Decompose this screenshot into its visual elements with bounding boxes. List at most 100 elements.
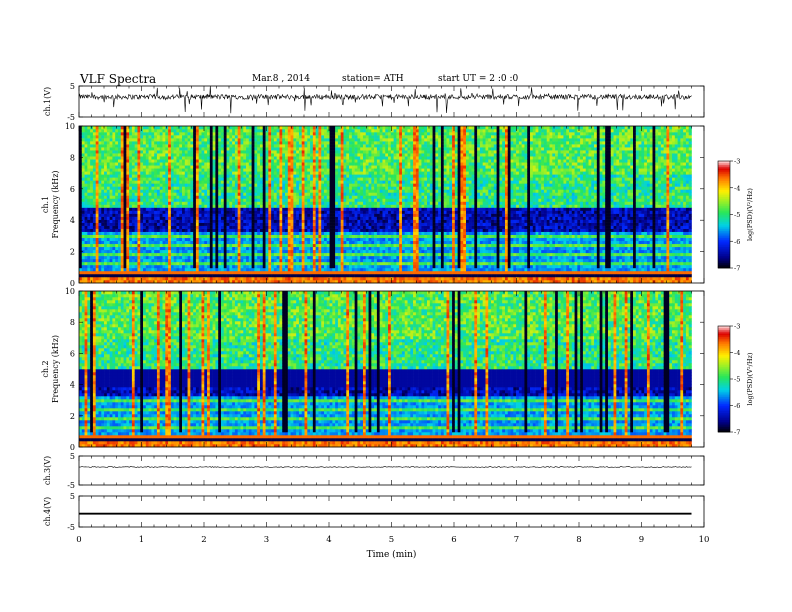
spectrogram-cell (227, 171, 230, 174)
spectrogram-cell (115, 129, 118, 132)
spectrogram-cell (115, 156, 118, 159)
spectrogram-cell (171, 174, 174, 177)
spectrogram-cell (332, 168, 335, 171)
spectrogram-cell (85, 144, 88, 147)
spectrogram-cell (227, 129, 230, 132)
spectrogram-cell (185, 153, 188, 156)
spectrogram-cell (218, 226, 221, 229)
spectrogram-cell (313, 195, 316, 198)
spectrogram-cell (282, 126, 285, 129)
spectrogram-cell (254, 180, 257, 183)
spectrogram-cell (137, 192, 140, 195)
spectrogram-cell (143, 198, 146, 201)
spectrogram-cell (305, 205, 308, 208)
spectrogram-cell (90, 205, 93, 208)
spectrogram-cell (321, 198, 324, 201)
spectrogram-cell (171, 217, 174, 220)
spectrogram-cell (321, 141, 324, 144)
spectrogram-cell (132, 174, 135, 177)
spectrogram-cell (218, 141, 221, 144)
spectrogram-cell (151, 232, 154, 235)
spectrogram-cell (296, 168, 299, 171)
spectrogram-cell (204, 208, 207, 211)
spectrogram-cell (274, 132, 277, 135)
spectrogram-cell (199, 205, 202, 208)
spectrogram-cell (224, 132, 227, 135)
spectrogram-cell (305, 253, 308, 256)
spectrogram-cell (335, 165, 338, 168)
spectrogram-cell (330, 205, 333, 208)
spectrogram-cell (285, 256, 288, 259)
spectrogram-cell (101, 262, 104, 265)
spectrogram-cell (157, 205, 160, 208)
spectrogram-cell (252, 268, 255, 271)
spectrogram-cell (288, 223, 291, 226)
spectrogram-cell (112, 201, 115, 204)
spectrogram-cell (324, 171, 327, 174)
spectrogram-cell (293, 247, 296, 250)
spectrogram-cell (157, 195, 160, 198)
spectrogram-cell (87, 235, 90, 238)
spectrogram-cell (266, 162, 269, 165)
spectrogram-cell (285, 265, 288, 268)
spectrogram-cell (277, 259, 280, 262)
spectrogram-cell (140, 265, 143, 268)
spectrogram-cell (132, 150, 135, 153)
spectrogram-cell (324, 147, 327, 150)
spectrogram-cell (338, 144, 341, 147)
spectrogram-cell (229, 247, 232, 250)
spectrogram-cell (87, 253, 90, 256)
spectrogram-cell (193, 201, 196, 204)
spectrogram-cell (224, 195, 227, 198)
spectrogram-cell (243, 171, 246, 174)
spectrogram-cell (163, 198, 166, 201)
spectrogram-cell (174, 180, 177, 183)
spectrogram-cell (246, 265, 249, 268)
spectrogram-cell (79, 135, 82, 138)
spectrogram-cell (263, 244, 266, 247)
spectrogram-cell (165, 198, 168, 201)
spectrogram-cell (318, 144, 321, 147)
spectrogram-cell (302, 205, 305, 208)
spectrogram-cell (96, 247, 99, 250)
spectrogram-cell (163, 217, 166, 220)
spectrogram-cell (193, 171, 196, 174)
spectrogram-cell (249, 156, 252, 159)
spectrogram-cell (282, 186, 285, 189)
spectrogram-cell (282, 271, 285, 274)
spectrogram-cell (240, 129, 243, 132)
spectrogram-cell (302, 198, 305, 201)
spectrogram-cell (335, 268, 338, 271)
spectrogram-cell (266, 156, 269, 159)
spectrogram-cell (185, 192, 188, 195)
spectrogram-cell (143, 220, 146, 223)
spectrogram-cell (210, 235, 213, 238)
spectrogram-cell (188, 217, 191, 220)
spectrogram-cell (268, 232, 271, 235)
spectrogram-cell (210, 247, 213, 250)
spectrogram-cell (135, 265, 138, 268)
spectrogram-cell (121, 211, 124, 214)
spectrogram-cell (271, 198, 274, 201)
spectrogram-cell (154, 135, 157, 138)
spectrogram-cell (310, 238, 313, 241)
spectrogram-cell (121, 229, 124, 232)
spectrogram-cell (182, 268, 185, 271)
spectrogram-cell (277, 147, 280, 150)
spectrogram-cell (279, 126, 282, 129)
spectrogram-cell (282, 183, 285, 186)
spectrogram-cell (310, 144, 313, 147)
spectrogram-cell (238, 180, 241, 183)
spectrogram-cell (232, 156, 235, 159)
spectrogram-cell (160, 126, 163, 129)
spectrogram-cell (121, 168, 124, 171)
spectrogram-cell (176, 198, 179, 201)
spectrogram-cell (110, 198, 113, 201)
spectrogram-cell (182, 177, 185, 180)
spectrogram-cell (174, 156, 177, 159)
spectrogram-cell (176, 189, 179, 192)
spectrogram-cell (185, 165, 188, 168)
spectrogram-cell (221, 138, 224, 141)
spectrogram-cell (227, 162, 230, 165)
spectrogram-cell (232, 168, 235, 171)
